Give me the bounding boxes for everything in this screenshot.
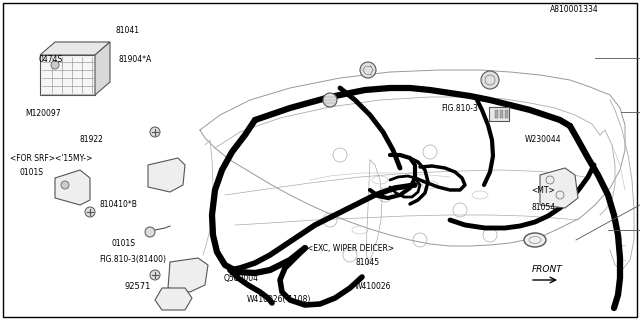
Text: W410026(-1108): W410026(-1108) [246, 295, 311, 304]
Polygon shape [155, 288, 192, 310]
Circle shape [61, 181, 69, 189]
Bar [505, 110, 508, 118]
Text: 81922: 81922 [80, 135, 104, 144]
Polygon shape [40, 42, 110, 55]
Circle shape [150, 270, 160, 280]
Bar [495, 110, 498, 118]
Circle shape [51, 61, 59, 69]
Circle shape [323, 93, 337, 107]
Text: Q580004: Q580004 [224, 274, 259, 283]
Text: 810410*B: 810410*B [99, 200, 137, 209]
Circle shape [150, 127, 160, 137]
FancyBboxPatch shape [489, 107, 509, 121]
Text: <FOR SRF><'15MY->: <FOR SRF><'15MY-> [10, 154, 92, 163]
Text: 81045: 81045 [355, 258, 380, 267]
Text: 92571: 92571 [125, 282, 151, 291]
Polygon shape [148, 158, 185, 192]
Text: 0101S: 0101S [112, 239, 136, 248]
Circle shape [360, 62, 376, 78]
Text: 81904*A: 81904*A [118, 55, 152, 64]
Ellipse shape [524, 233, 546, 247]
Polygon shape [55, 170, 90, 205]
Text: W230044: W230044 [525, 135, 561, 144]
Circle shape [481, 71, 499, 89]
Bar [500, 110, 503, 118]
Circle shape [85, 207, 95, 217]
Text: FRONT: FRONT [532, 266, 563, 275]
Text: W410026: W410026 [355, 282, 392, 291]
Circle shape [145, 227, 155, 237]
Polygon shape [168, 258, 208, 292]
Text: <MT>: <MT> [531, 186, 555, 195]
Polygon shape [95, 42, 110, 95]
Text: FIG.810-3(81400): FIG.810-3(81400) [99, 255, 166, 264]
Polygon shape [40, 55, 95, 95]
Text: 81041: 81041 [115, 26, 140, 35]
Text: 0474S: 0474S [38, 55, 63, 64]
Text: M120097: M120097 [26, 109, 61, 118]
Polygon shape [540, 168, 578, 208]
Text: <EXC, WIPER DEICER>: <EXC, WIPER DEICER> [307, 244, 394, 252]
Text: 0101S: 0101S [19, 168, 44, 177]
Text: A810001334: A810001334 [550, 5, 599, 14]
Text: 81054: 81054 [531, 204, 556, 212]
Text: FIG.810-3: FIG.810-3 [442, 104, 479, 113]
